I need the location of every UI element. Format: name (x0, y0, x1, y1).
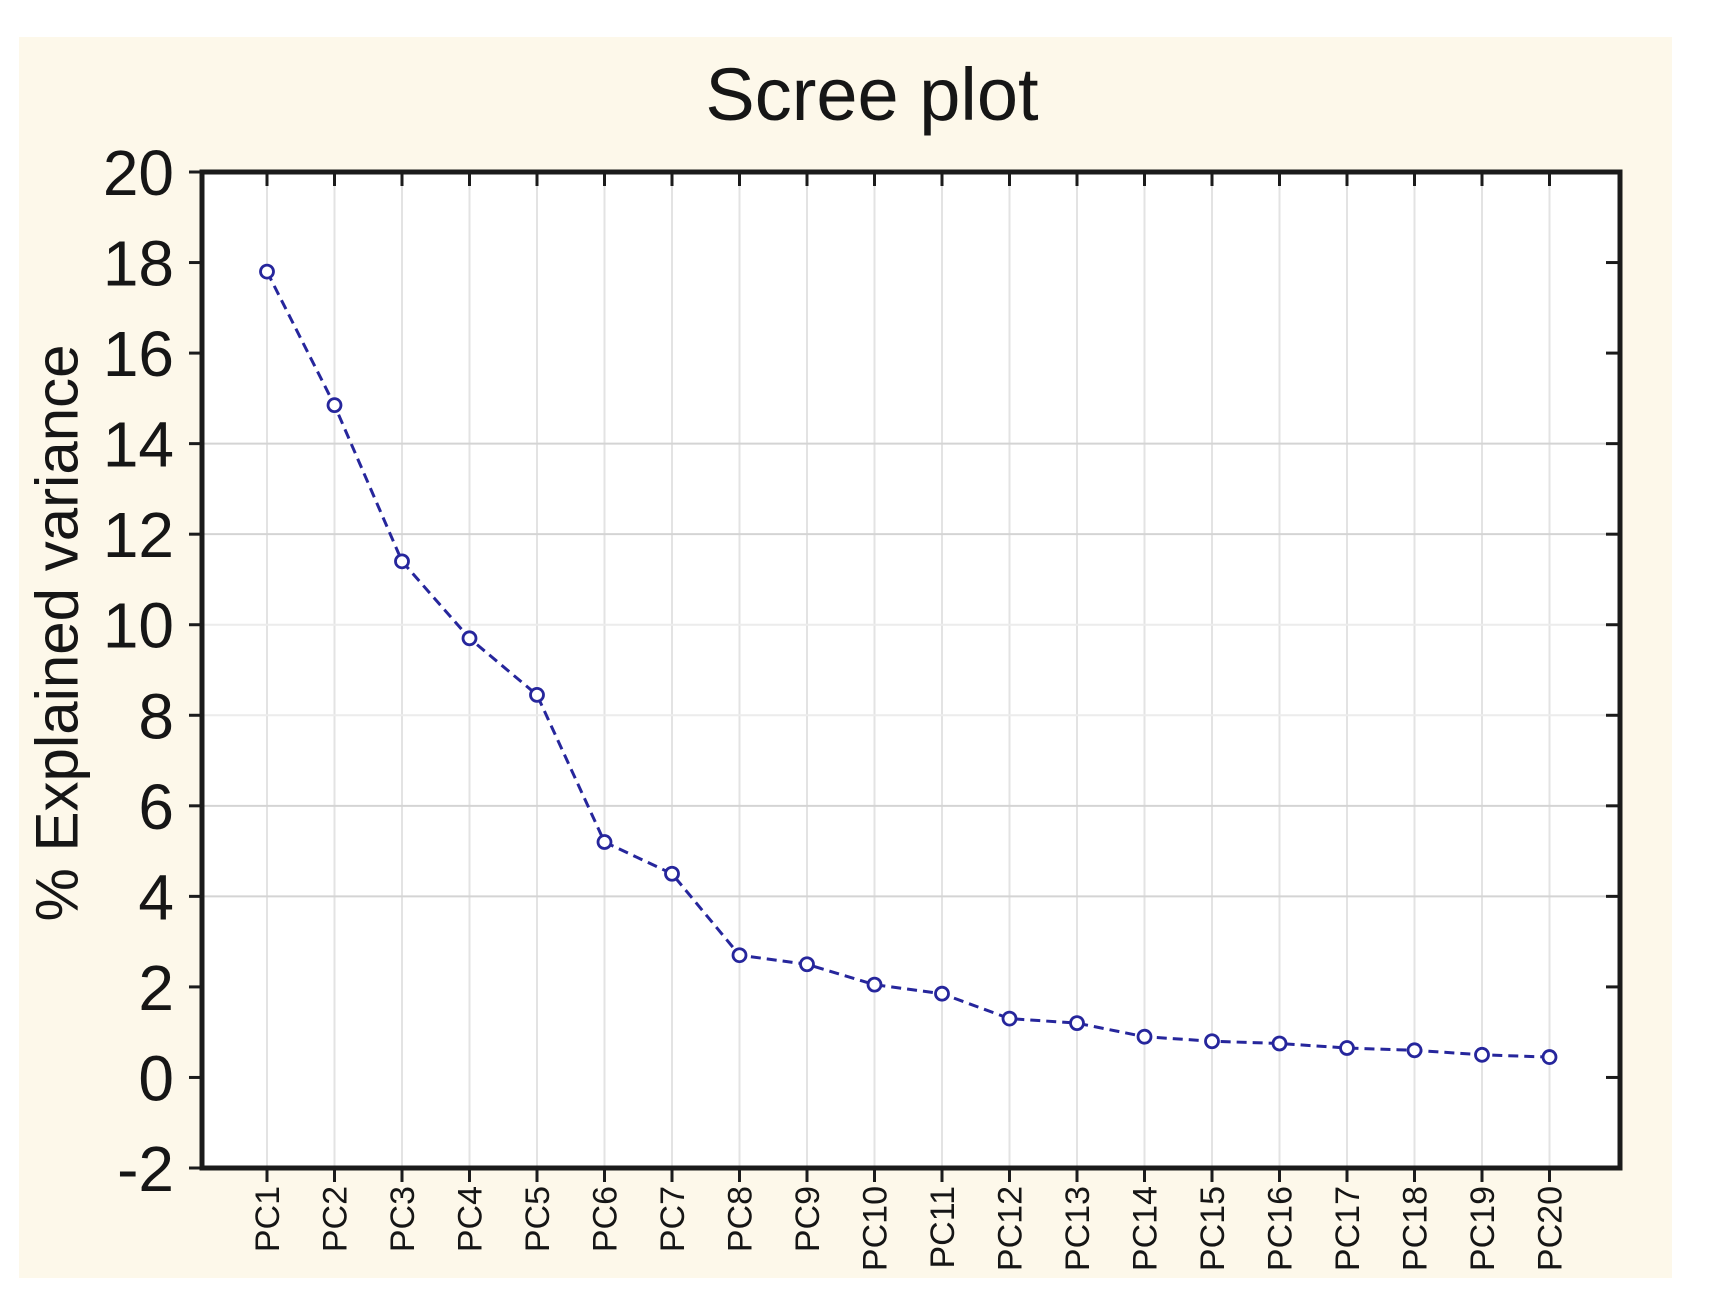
x-tick-label: PC10 (857, 1186, 895, 1271)
y-tick-label: 12 (103, 499, 174, 571)
series-line (265, 270, 1550, 1059)
x-tick-label: PC16 (1262, 1186, 1300, 1271)
y-tick-label: 8 (138, 680, 174, 752)
x-tick-label: PC9 (789, 1186, 827, 1252)
data-point-PC8 (731, 947, 748, 964)
x-tick-label: PC8 (722, 1186, 760, 1252)
data-point-PC14 (1136, 1028, 1153, 1045)
x-tick-label: PC7 (654, 1186, 692, 1252)
x-tick-label: PC2 (317, 1186, 355, 1252)
data-point-PC19 (1474, 1046, 1490, 1063)
data-point-PC5 (529, 687, 545, 703)
x-tick-label: PC18 (1397, 1186, 1435, 1271)
data-point-PC20 (1541, 1049, 1558, 1065)
data-point-PC15 (1204, 1033, 1220, 1050)
data-point-PC13 (1069, 1015, 1085, 1032)
x-tick-label: PC12 (992, 1186, 1030, 1271)
plot-background (202, 172, 1620, 1168)
x-tick-label: PC13 (1059, 1186, 1097, 1271)
data-point-PC3 (394, 553, 410, 570)
data-point-PC7 (664, 865, 680, 882)
y-tick-label: 16 (103, 318, 174, 390)
data-point-PC12 (1001, 1010, 1018, 1027)
x-tick-label: PC17 (1329, 1186, 1367, 1271)
chart-title: Scree plot (705, 53, 1039, 136)
data-point-PC4 (461, 630, 478, 647)
data-point-PC2 (326, 397, 343, 414)
x-tick-label: PC4 (452, 1186, 490, 1252)
data-point-PC9 (799, 956, 815, 973)
data-point-PC11 (934, 985, 950, 1002)
x-tick-label: PC20 (1532, 1186, 1570, 1271)
y-tick-label: 6 (138, 771, 174, 843)
x-tick-label: PC11 (924, 1186, 962, 1269)
y-tick-label: 4 (138, 861, 174, 933)
data-point-PC18 (1406, 1042, 1423, 1059)
plot-frame (199, 169, 1623, 1171)
x-tick-label: PC1 (249, 1186, 287, 1252)
data-point-PC1 (259, 263, 275, 280)
y-tick-label: -2 (117, 1133, 174, 1205)
y-tick-label: 14 (103, 409, 174, 481)
x-tick-label: PC19 (1464, 1186, 1502, 1271)
x-tick-label: PC5 (519, 1186, 557, 1252)
x-tick-label: PC14 (1127, 1186, 1165, 1271)
y-tick-label: 10 (103, 590, 174, 662)
x-tick-label: PC3 (384, 1186, 422, 1252)
x-tick-label: PC6 (587, 1186, 625, 1252)
y-tick-label: 18 (103, 228, 174, 300)
y-tick-label: 2 (138, 952, 174, 1024)
y-tick-label: 20 (103, 137, 174, 209)
data-point-PC10 (866, 976, 883, 993)
y-tick-label: 0 (138, 1042, 174, 1114)
x-tick-label: PC15 (1194, 1186, 1232, 1271)
data-point-PC16 (1271, 1035, 1288, 1052)
data-point-PC17 (1339, 1040, 1355, 1056)
data-point-PC6 (596, 834, 613, 850)
